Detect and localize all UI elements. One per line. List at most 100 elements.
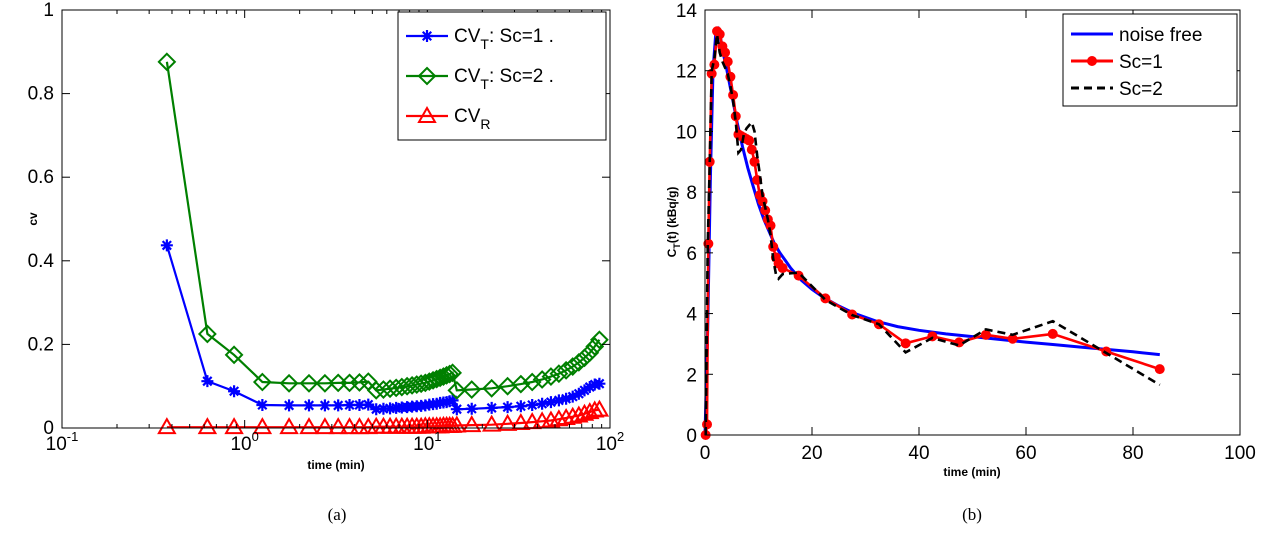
data-point-b [900,338,911,349]
caption-b: (b) [962,505,982,524]
data-point-a [157,417,177,435]
data-point-a [370,403,383,416]
data-point-a [446,394,459,407]
data-point-a [224,417,244,435]
data-point-a [437,365,457,385]
data-point-a [197,417,218,435]
data-point-a [501,401,514,414]
legend-label-b: noise free [1119,25,1202,46]
axes-frame-a [61,9,611,429]
series-a-1 [160,239,606,416]
y-tick-label-b: 4 [686,305,697,326]
y-tick-label-a: 0.6 [28,167,54,188]
data-point-a [536,397,549,410]
data-point-a [160,239,173,252]
legend-entry-a: CVT: Sc=1 . [406,26,554,52]
x-tick-label-a: 10-1 [46,429,79,455]
data-point-a [228,385,241,398]
data-point-a [578,384,591,397]
chart-a: 10-1 100 101 102 0 0.2 0.4 0.6 0.8 1 time (min) c… [26,0,624,524]
data-point-a [485,401,498,414]
data-point-a [589,399,610,417]
data-point-b [777,263,788,274]
y-tick-label-b: 6 [686,244,697,265]
data-point-a [593,377,606,390]
data-point-a [256,399,269,412]
axes-frame-b [704,9,1241,436]
legend-marker-a [417,66,437,86]
data-point-a [465,402,478,415]
data-point-a [541,367,561,387]
data-point-b [768,241,779,252]
data-point-a [339,417,360,435]
data-point-a [343,399,356,412]
x-axis-label-a: time (min) [307,458,364,472]
data-point-b [749,156,760,167]
y-tick-label-a: 0.2 [28,334,54,355]
data-point-b [728,90,739,100]
data-point-a [544,396,557,409]
data-point-a [315,373,335,393]
data-point-a [283,399,296,412]
legend-label-a: CVT: Sc=1 . [454,26,554,52]
data-point-a [549,364,569,384]
y-tick-label-b: 12 [676,62,697,83]
data-point-a [497,413,518,431]
data-point-a [332,399,345,412]
data-point-a [427,369,447,389]
y-tick-label-a: 0 [43,418,54,439]
data-point-a [585,337,605,356]
x-tick-label-b: 20 [801,443,822,464]
data-point-a [556,360,576,380]
data-point-a [377,402,390,415]
x-tick-label-b: 80 [1122,443,1143,464]
data-point-a [350,373,369,392]
series-a-2 [157,52,609,400]
data-point-a [589,330,609,350]
series-b-3 [704,34,1161,436]
data-point-a [482,378,502,398]
y-tick-label-a: 0.4 [28,251,55,272]
data-point-a [434,367,453,387]
data-point-a [224,345,244,365]
data-point-a [252,372,272,392]
data-point-a [201,375,214,388]
y-tick-label-b: 8 [686,183,697,204]
x-tick-label-a: 100 [230,429,258,455]
data-point-a [384,402,397,415]
caption-a: (a) [328,505,347,524]
data-point-a [447,380,467,400]
data-point-a [366,380,386,400]
data-point-a [197,324,217,344]
legend-label-b: Sc=1 [1119,52,1163,73]
series-a-3 [157,399,610,435]
data-point-a [556,407,576,425]
data-point-a [580,343,600,363]
data-point-a [514,400,527,413]
x-tick-label-b: 100 [1224,443,1256,464]
data-point-a [522,372,542,392]
data-point-a [328,417,348,435]
data-point-a [526,399,539,412]
data-point-a [423,370,443,390]
data-point-a [440,364,460,384]
y-tick-label-b: 2 [686,365,697,386]
data-point-b [744,135,755,146]
data-point-a [362,398,375,411]
series-line-b [704,34,1161,436]
data-point-a [450,403,463,416]
data-point-b [1154,364,1165,375]
legend-b: noise free Sc=1 Sc=2 [1062,13,1238,107]
x-tick-label-b: 40 [908,443,929,464]
data-point-a [299,417,319,435]
data-point-a [549,409,569,427]
data-point-a [392,377,412,397]
data-point-a [511,412,531,430]
legend-label-a: CVR [454,106,491,132]
data-point-a [481,414,502,432]
data-point-a [462,415,482,433]
y-tick-label-b: 10 [676,122,697,143]
data-point-a [353,399,366,412]
legend-a: CVT: Sc=1 . CVT: Sc=2 . CVR [397,11,607,141]
